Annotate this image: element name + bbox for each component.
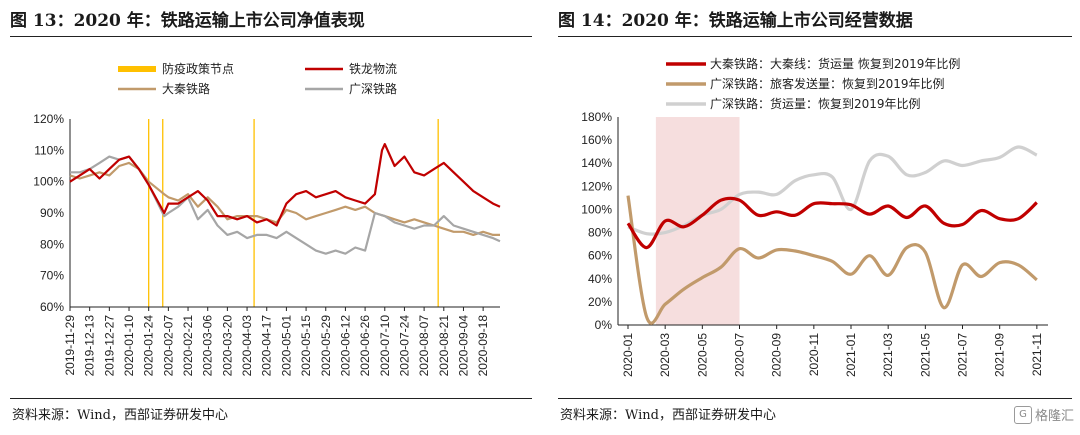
watermark: G 格隆汇 — [1013, 405, 1074, 424]
y-tick-label: 140% — [581, 156, 612, 170]
legend-label: 大秦铁路：大秦线：货运量 恢复到2019年比例 — [710, 56, 960, 71]
y-tick-label: 120% — [33, 112, 64, 126]
x-tick-label: 2020-07 — [733, 333, 747, 377]
y-tick-label: 60% — [588, 249, 612, 263]
watermark-text: 格隆汇 — [1034, 409, 1074, 424]
x-tick-label: 2020-07-24 — [397, 315, 411, 377]
x-tick-label: 2019-12-27 — [102, 315, 116, 377]
x-tick-label: 2020-06-12 — [338, 315, 352, 377]
x-tick-label: 2021-03 — [881, 333, 895, 377]
left-source-note: 资料来源：Wind，西部证券研发中心 — [12, 408, 228, 423]
x-tick-label: 2021-05 — [918, 333, 932, 377]
x-tick-label: 2020-07-10 — [378, 315, 392, 377]
right-chart: 0% 20% 40% 60% 80% 100% 120% 140% 160% 180% 2020-0… — [581, 56, 1048, 377]
y-tick-label: 40% — [588, 272, 612, 286]
x-tick-label: 2020-03-06 — [201, 315, 215, 377]
y-tick-label: 80% — [588, 226, 612, 240]
x-tick-label: 2020-08-21 — [437, 315, 451, 377]
right-top-rule — [558, 36, 1072, 37]
left-bottom-rule — [10, 398, 532, 399]
x-tick-label: 2020-05 — [695, 333, 709, 377]
right-source-note: 资料来源：Wind，西部证券研发中心 — [560, 408, 776, 423]
y-tick-label: 160% — [581, 133, 612, 147]
y-tick-label: 20% — [588, 295, 612, 309]
right-figure-title: 图 14：2020 年：铁路运输上市公司经营数据 — [558, 11, 913, 31]
x-tick-label: 2021-07 — [956, 333, 970, 377]
y-tick-label: 0% — [595, 318, 613, 332]
x-tick-label: 2020-02-21 — [181, 315, 195, 377]
legend-label: 广深铁路：货运量：恢复到2019年比例 — [710, 96, 921, 111]
right-panel: 图 14：2020 年：铁路运输上市公司经营数据 0% 20% 40% 60% 80% 1… — [548, 0, 1080, 435]
series-line-2 — [626, 195, 1038, 325]
x-tick-label: 2019-11-29 — [63, 315, 77, 376]
y-tick-label: 90% — [40, 206, 64, 220]
x-tick-label: 2020-09 — [770, 333, 784, 377]
x-tick-label: 2021-11 — [1030, 333, 1044, 376]
y-tick-label: 70% — [40, 269, 64, 283]
x-tick-label: 2020-03 — [658, 333, 672, 377]
left-figure-title: 图 13：2020 年：铁路运输上市公司净值表现 — [10, 11, 365, 31]
y-tick-label: 180% — [581, 110, 612, 124]
x-tick-label: 2019-12-13 — [83, 315, 97, 377]
x-tick-label: 2020-09-18 — [476, 315, 490, 377]
y-tick-label: 110% — [34, 143, 64, 157]
series-line-1 — [69, 143, 501, 227]
x-tick-label: 2020-09-04 — [456, 315, 470, 377]
y-tick-label: 80% — [40, 237, 64, 251]
left-chart: 60% 70% 80% 90% 100% 110% 120% 2019-11-29 2019-1… — [33, 61, 501, 377]
x-tick-label: 2020-04-17 — [260, 315, 274, 377]
legend-label: 广深铁路：旅客发送量：恢复到2019年比例 — [710, 76, 945, 91]
x-tick-label: 2021-09 — [993, 333, 1007, 377]
x-tick-label: 2020-01 — [621, 333, 635, 377]
left-top-rule — [10, 36, 532, 37]
x-tick-label: 2020-05-15 — [299, 315, 313, 377]
x-tick-label: 2020-01-24 — [142, 315, 156, 377]
left-panel: 图 13：2020 年：铁路运输上市公司净值表现 60% 70% 80% 90% 100… — [10, 11, 532, 423]
legend-label: 防疫政策节点 — [162, 61, 234, 76]
legend-label: 广深铁路 — [349, 81, 397, 96]
x-tick-label: 2020-04-03 — [240, 315, 254, 377]
x-tick-label: 2020-11 — [807, 333, 821, 376]
y-tick-label: 60% — [40, 300, 64, 314]
y-tick-label: 100% — [33, 175, 64, 189]
x-tick-label: 2020-03-20 — [220, 315, 234, 377]
y-tick-label: 120% — [581, 179, 612, 193]
x-tick-label: 2020-05-29 — [319, 315, 333, 377]
right-bottom-rule — [558, 398, 1072, 399]
x-tick-label: 2020-05-01 — [279, 315, 293, 377]
x-tick-label: 2020-02-07 — [161, 315, 175, 377]
glyph-logo-icon: G — [1013, 405, 1032, 424]
series-line-1 — [626, 196, 1038, 250]
legend-label: 铁龙物流 — [349, 62, 397, 76]
x-tick-label: 2020-01-10 — [122, 315, 136, 377]
x-tick-label: 2020-06-26 — [358, 315, 372, 377]
x-tick-label: 2021-01 — [844, 333, 858, 377]
y-tick-label: 100% — [581, 202, 612, 216]
x-tick-label: 2020-08-07 — [417, 315, 431, 377]
legend-label: 大秦铁路 — [162, 81, 210, 96]
